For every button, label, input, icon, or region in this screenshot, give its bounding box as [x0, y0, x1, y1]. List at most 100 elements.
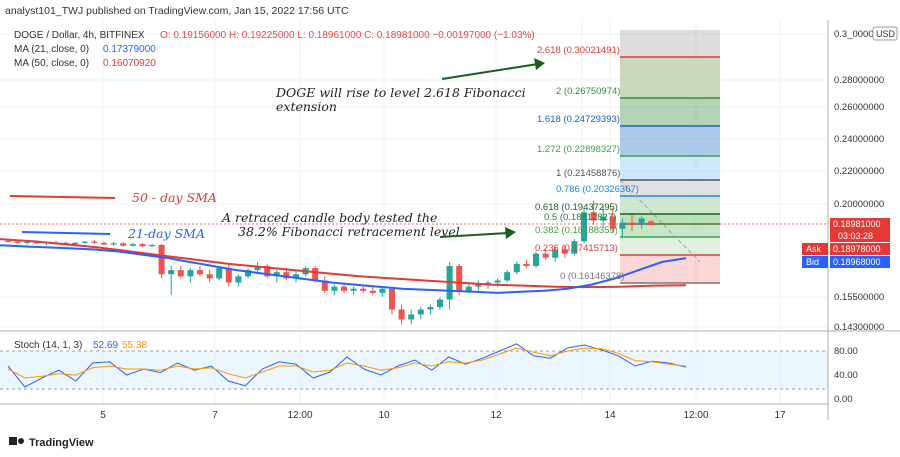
candle-body-61 [590, 212, 597, 221]
candle-body-20 [197, 270, 203, 275]
fib-label-6: 0.618 (0.19437295) [535, 202, 618, 213]
candle-body-66 [638, 218, 645, 225]
candle-body-43 [417, 309, 424, 315]
candle-body-47 [456, 266, 463, 291]
ask-tag [830, 243, 890, 255]
candle-body-17 [168, 270, 175, 275]
sma21-line [0, 244, 687, 294]
stoch-label: Stoch (14, 1, 3) [14, 340, 82, 351]
price-tick-1: 0.28000000 [834, 75, 884, 86]
last-price-value: 0.18981000 [833, 219, 881, 229]
candle-body-24 [235, 276, 242, 283]
countdown-value: 03:03:28 [838, 231, 873, 241]
stoch-axis: 80.00 40.00 0.00 [834, 346, 858, 405]
fib-label-9: 0.236 (0.17415713) [535, 243, 618, 254]
candle-body-52 [504, 272, 511, 281]
logo-mark-a [9, 437, 17, 445]
candle-body-28 [273, 272, 280, 277]
candle-body-18 [177, 270, 184, 277]
candle-body-49 [475, 284, 482, 287]
fib-zone-2 [620, 98, 720, 126]
candle-body-37 [360, 288, 367, 291]
price-tick-0: 0.3_0000 [834, 29, 874, 40]
candle-body-0 [5, 240, 11, 242]
fib-zone-9 [620, 237, 720, 255]
symbol-line: DOGE / Dollar, 4h, BITFINEX [14, 30, 145, 41]
stoch-tick-0: 80.00 [834, 346, 858, 357]
candle-body-21 [206, 274, 213, 279]
sma50-line [0, 238, 687, 289]
currency-badge[interactable] [872, 26, 898, 41]
annotation-retrace-line1: A retraced candle body tested the [221, 210, 437, 225]
currency-label: USD [876, 29, 896, 39]
fib-zone-4 [620, 156, 720, 180]
price-tick-5: 0.20000000 [834, 199, 884, 210]
arrow-retrace [439, 232, 509, 238]
ma50-label: MA (50, close, 0) [14, 58, 89, 69]
candle-body-60 [581, 212, 587, 242]
candle-body-10 [101, 242, 107, 245]
time-tick-10: 17 [774, 410, 786, 421]
stoch-k-value: 52.69 [93, 340, 118, 351]
candle-body-62 [600, 216, 607, 221]
time-tick-2: 7 [212, 410, 218, 421]
price-axis: 0.3_0000 0.28000000 0.26000000 0.24000000 0.… [834, 29, 884, 333]
logo-mark-b [18, 438, 24, 444]
candle-body-51 [494, 280, 501, 283]
candle-body-35 [341, 286, 347, 291]
legend-block: DOGE / Dollar, 4h, BITFINEX O: 0.1915600… [14, 30, 535, 69]
ask-value: 0.18978000 [833, 244, 881, 254]
candle-body-34 [331, 286, 338, 291]
arrow-main [441, 63, 539, 80]
arrow-retrace-head [505, 227, 516, 239]
price-tick-3: 0.24000000 [834, 134, 884, 145]
fib-label-2: 1.618 (0.24729393) [537, 114, 620, 125]
fib-zone-3 [620, 126, 720, 156]
candle-body-67 [648, 221, 655, 226]
candle-body-11 [110, 243, 117, 245]
price-tick-7: 0.14300000 [834, 322, 884, 333]
fib-zone-0 [620, 30, 720, 57]
candle-body-27 [264, 266, 271, 277]
candle-body-56 [542, 253, 549, 258]
candle-body-22 [216, 268, 223, 279]
candle-body-33 [321, 280, 328, 291]
fib-label-5: 0.786 (0.20326367) [556, 184, 639, 195]
candle-body-41 [398, 309, 405, 320]
annotation-retrace-line2: 38.2% Fibonacci retracement level [238, 224, 460, 239]
sma50-legend-line [9, 195, 116, 199]
sma21-annotation: 21-day SMA [127, 226, 205, 241]
candle-body-58 [561, 249, 568, 254]
candle-body-55 [533, 253, 539, 266]
candle-body-15 [149, 244, 155, 247]
annotation-main-line2: extension [276, 99, 337, 114]
grid-lines [0, 20, 828, 404]
arrow-main-head [534, 58, 545, 70]
candle-body-30 [293, 274, 299, 279]
ma21-value: 0.17379000 [103, 44, 156, 55]
price-tick-2: 0.26000000 [834, 102, 884, 113]
time-tick-6: 12 [490, 410, 502, 421]
fib-label-0: 2.618 (0.30021491) [537, 45, 620, 56]
ma21-label: MA (21, close, 0) [14, 44, 89, 55]
fib-label-4: 1 (0.21458876) [556, 168, 620, 179]
price-pane [0, 20, 828, 330]
ohlc-values: O: 0.19156000 H: 0.19225000 L: 0.1896100… [160, 30, 535, 41]
fib-zone-6 [620, 196, 720, 214]
candle-body-12 [120, 243, 127, 246]
bid-tag [830, 256, 890, 268]
candle-body-13 [129, 244, 136, 246]
ask-label: Ask [806, 244, 822, 254]
candle-body-8 [81, 241, 88, 243]
candle-body-19 [187, 270, 194, 277]
candle-body-38 [369, 290, 376, 293]
fib-zone-8 [620, 224, 720, 237]
price-tick-4: 0.22000000 [834, 166, 884, 177]
stoch-d-value: 55.38 [122, 340, 147, 351]
stoch-d-line [7, 347, 687, 379]
candle-body-1 [14, 241, 21, 243]
candle-body-39 [379, 288, 386, 293]
candle-body-59 [571, 241, 578, 254]
time-tick-9: 12:00 [683, 410, 708, 421]
